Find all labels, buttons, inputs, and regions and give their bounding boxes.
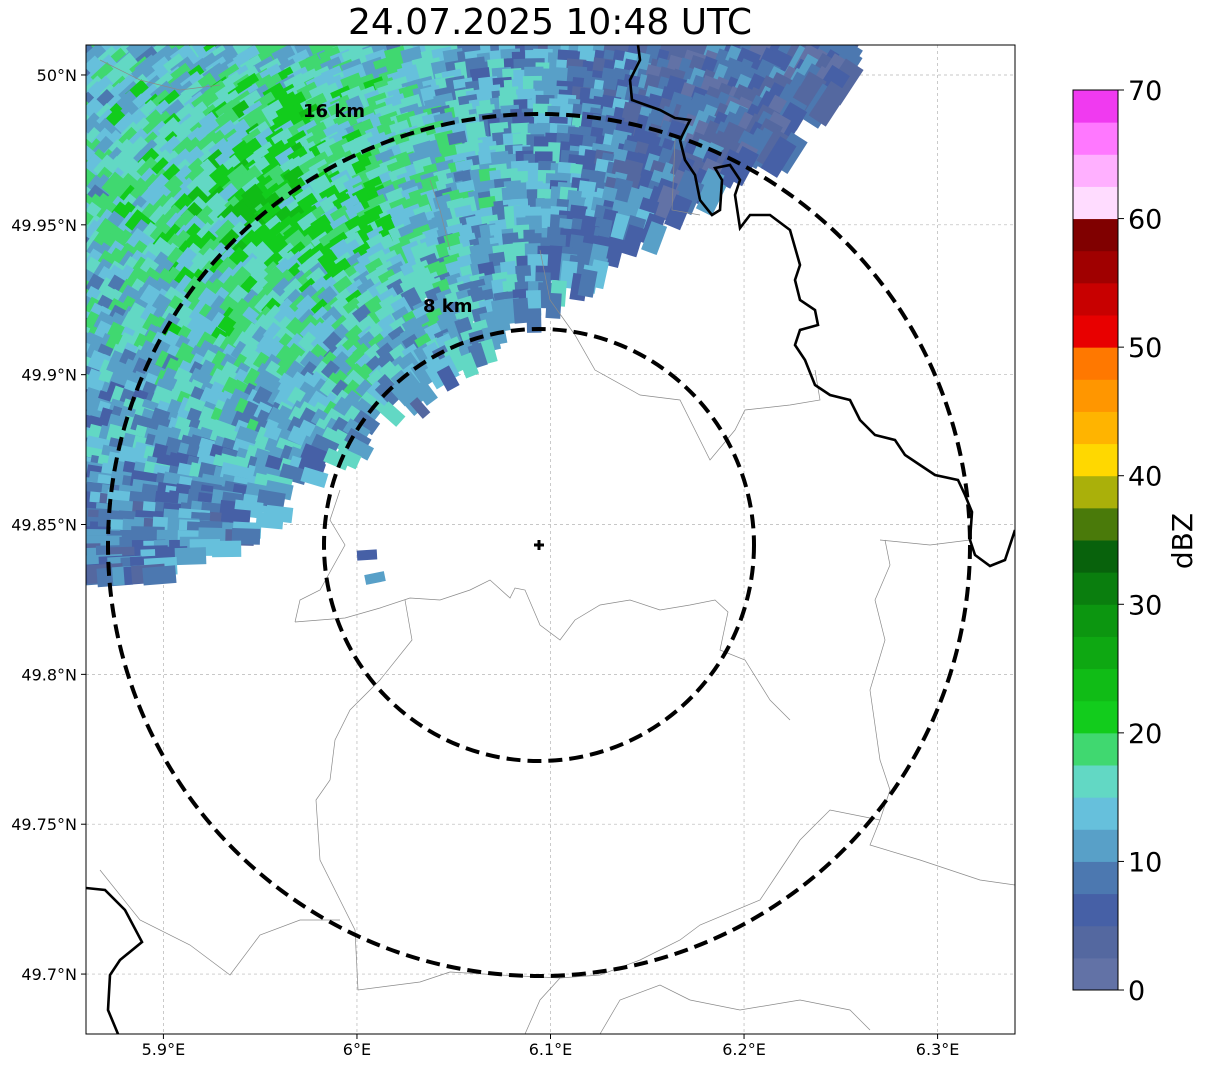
y-tick-label: 49.8°N (21, 665, 77, 684)
colorbar-cell (1073, 379, 1118, 412)
country-borders (86, 45, 1015, 1034)
colorbar-tick-label: 70 (1128, 76, 1162, 107)
echo-bin (602, 236, 626, 269)
colorbar-swatches (1073, 90, 1118, 991)
radar-map: 8 km 16 km 5.9°E 6°E 6.1°E 6.2°E 6.3°E 50°N 4… (11, 44, 1016, 1059)
y-tick-label: 50°N (37, 66, 77, 85)
echo-bin (695, 178, 727, 217)
echo-bin (220, 507, 251, 527)
map-title: 24.07.2025 10:48 UTC (347, 2, 753, 43)
colorbar-cell (1073, 186, 1118, 220)
echo-bin (352, 397, 381, 424)
echo-bin (255, 511, 284, 530)
colorbar-cell (1073, 315, 1118, 348)
colorbar-cell (1073, 861, 1118, 895)
echo-bin (760, 136, 797, 178)
range-ring-16km (106, 112, 972, 978)
colorbar-cell (1073, 957, 1118, 991)
range-ring-label-8km: 8 km (423, 296, 473, 317)
radar-site-marker (534, 540, 544, 550)
range-rings (106, 112, 972, 978)
echo-bin (142, 565, 177, 586)
colorbar-cell (1073, 475, 1118, 509)
range-ring-label-16km: 16 km (303, 101, 365, 122)
echo-bin (379, 401, 406, 427)
echo-bin (211, 540, 242, 558)
y-tick-label: 49.85°N (11, 516, 77, 535)
y-tick-label: 49.7°N (21, 965, 77, 984)
echo-bin (413, 379, 438, 406)
colorbar-cell (1073, 250, 1118, 284)
x-tick-label: 5.9°E (142, 1040, 186, 1059)
colorbar-cell (1073, 411, 1118, 445)
y-tick-label: 49.9°N (21, 366, 77, 385)
reflectivity-echoes (86, 45, 866, 588)
echo-bin (300, 466, 329, 489)
colorbar-cell (1073, 540, 1118, 573)
admin-boundaries (99, 59, 1015, 1034)
range-ring-8km (322, 327, 756, 763)
echo-bin (174, 547, 207, 566)
echo-bin (526, 308, 542, 333)
y-axis-ticks: 50°N 49.95°N 49.9°N 49.85°N 49.8°N 49.75°N 49.… (11, 66, 86, 984)
colorbar-cell (1073, 347, 1118, 380)
echo-bin (545, 292, 562, 319)
echo-bin (808, 81, 849, 127)
echo-bin (352, 409, 381, 436)
y-tick-label: 49.95°N (11, 216, 77, 235)
x-tick-label: 6.3°E (916, 1040, 960, 1059)
colorbar-tick-label: 50 (1128, 333, 1162, 364)
echo-bin (436, 365, 460, 392)
colorbar-tick-label: 10 (1128, 847, 1162, 878)
echo-bin (443, 347, 466, 375)
echo-bin (300, 443, 330, 467)
colorbar-cell (1073, 893, 1118, 927)
colorbar-cell (1073, 443, 1118, 477)
colorbar-cell (1073, 925, 1118, 959)
echo-bin (457, 352, 480, 379)
colorbar-ticks: 0 10 20 30 40 50 60 70 (1118, 76, 1162, 1007)
colorbar-cell (1073, 797, 1118, 830)
colorbar-cell (1073, 604, 1118, 637)
echo-bin (256, 489, 286, 509)
colorbar-tick-label: 30 (1128, 590, 1162, 621)
colorbar-cell (1073, 636, 1118, 670)
colorbar-cell (1073, 154, 1118, 187)
colorbar-cell (1073, 829, 1118, 862)
colorbar-cell (1073, 700, 1118, 734)
echo-bin (577, 268, 598, 298)
colorbar-cell (1073, 732, 1118, 766)
echo-bin (620, 224, 645, 258)
colorbar-cell (1073, 572, 1118, 605)
colorbar-cell (1073, 90, 1118, 123)
colorbar-tick-label: 60 (1128, 205, 1162, 236)
colorbar-label: dBZ (1166, 513, 1199, 569)
x-tick-label: 6.2°E (722, 1040, 766, 1059)
echo-bin (334, 446, 362, 470)
colorbar-cell (1073, 122, 1118, 155)
echo-bin (356, 549, 378, 561)
x-axis-ticks: 5.9°E 6°E 6.1°E 6.2°E 6.3°E (142, 1034, 960, 1059)
echo-bin (364, 571, 386, 585)
colorbar-cell (1073, 218, 1118, 252)
x-tick-label: 6°E (343, 1040, 371, 1059)
colorbar-cell (1073, 668, 1118, 702)
echo-bin (409, 397, 431, 419)
echo-bin (546, 252, 564, 281)
colorbar-cell (1073, 765, 1118, 798)
colorbar-cell (1073, 507, 1118, 541)
colorbar-tick-label: 40 (1128, 462, 1162, 493)
y-tick-label: 49.75°N (11, 815, 77, 834)
echo-bin (231, 528, 261, 545)
echo-bin (664, 194, 693, 231)
echo-bin (512, 297, 530, 324)
echo-bin (346, 437, 375, 461)
echo-bin (725, 145, 759, 187)
colorbar-cell (1073, 282, 1118, 316)
colorbar-tick-label: 0 (1128, 976, 1145, 1007)
echo-bin (641, 221, 668, 256)
colorbar-frame (1072, 89, 1119, 991)
colorbar-tick-label: 20 (1128, 719, 1162, 750)
x-tick-label: 6.1°E (529, 1040, 573, 1059)
